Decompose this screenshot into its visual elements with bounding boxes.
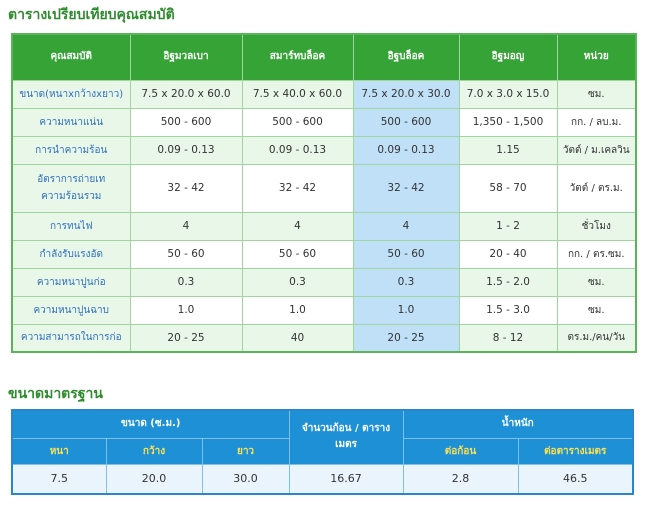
comparison-title: ตารางเปรียบเทียบคุณสมบัติ	[8, 7, 175, 23]
cell-value: 4	[352, 211, 460, 241]
cell-value: 32 - 42	[352, 163, 460, 213]
header-unit: หน่วย	[556, 33, 637, 81]
cell-value: 1.0	[352, 295, 460, 325]
row-label: ขนาด(หนาxกว้างxยาว)	[11, 79, 131, 109]
cell-value: 4	[129, 211, 243, 241]
cell-value: 500 - 600	[241, 107, 354, 137]
cell-value: 500 - 600	[352, 107, 460, 137]
cell-value: 0.3	[241, 267, 354, 297]
cell-weight-per-block: 2.8	[402, 463, 519, 495]
size-header: ขนาด (ซ.ม.)	[11, 409, 290, 439]
row-label: การนำความร้อน	[11, 135, 131, 165]
row-label: ความหนาปูนก่อ	[11, 267, 131, 297]
row-label: ความหนาปูนฉาบ	[11, 295, 131, 325]
cell-value: 20 - 25	[129, 323, 243, 353]
cell-unit: ซม.	[556, 295, 637, 325]
cell-value: 1.0	[241, 295, 354, 325]
header-aerated-block: อิฐมวลเบา	[129, 33, 243, 81]
subheader-per-sqm: ต่อตารางเมตร	[517, 437, 634, 465]
table-row: 7.5 20.0 30.0 16.67 2.8 46.5	[11, 463, 634, 495]
row-label: กำลังรับแรงอัด	[11, 239, 131, 269]
cell-value: 1 - 2	[458, 211, 558, 241]
header-clay-brick: อิฐมอญ	[458, 33, 558, 81]
cell-value: 50 - 60	[129, 239, 243, 269]
comparison-table: คุณสมบัติ อิฐมวลเบา สมาร์ทบล็อค อิฐบล็อค…	[11, 33, 637, 353]
cell-unit: วัตต์ / ตร.ม.	[556, 163, 637, 213]
standard-header-row: ขนาด (ซ.ม.) จำนวนก้อน / ตารางเมตร น้ำหนั…	[11, 409, 634, 465]
cell-unit: วัตต์ / ม.เคลวิน	[556, 135, 637, 165]
cell-value: 20 - 25	[352, 323, 460, 353]
cell-unit: ซม.	[556, 79, 637, 109]
header-smart-block: สมาร์ทบล็อค	[241, 33, 354, 81]
cell-value: 0.09 - 0.13	[352, 135, 460, 165]
cell-value: 4	[241, 211, 354, 241]
table-row: ขนาด(หนาxกว้างxยาว) 7.5 x 20.0 x 60.0 7.…	[11, 79, 637, 109]
table-row: ความสามารถในการก่อ 20 - 25 40 20 - 25 8 …	[11, 323, 637, 353]
subheader-per-block: ต่อก้อน	[402, 437, 519, 465]
cell-unit: กก. / ลบ.ม.	[556, 107, 637, 137]
cell-length: 30.0	[201, 463, 290, 495]
table-row: ความหนาปูนฉาบ 1.0 1.0 1.0 1.5 - 3.0 ซม.	[11, 295, 637, 325]
row-label: ความสามารถในการก่อ	[11, 323, 131, 353]
cell-value: 58 - 70	[458, 163, 558, 213]
subheader-width: กว้าง	[105, 437, 203, 465]
cell-unit: ชั่วโมง	[556, 211, 637, 241]
cell-width: 20.0	[105, 463, 203, 495]
cell-value: 1.0	[129, 295, 243, 325]
table-row: อัตราการถ่ายเทความร้อนรวม 32 - 42 32 - 4…	[11, 163, 637, 213]
cell-value: 0.09 - 0.13	[241, 135, 354, 165]
subheader-thickness: หนา	[11, 437, 107, 465]
cell-value: 0.09 - 0.13	[129, 135, 243, 165]
cell-value: 7.5 x 20.0 x 30.0	[352, 79, 460, 109]
cell-unit: ซม.	[556, 267, 637, 297]
cell-value: 50 - 60	[241, 239, 354, 269]
cell-value: 7.5 x 40.0 x 60.0	[241, 79, 354, 109]
cell-value: 1.5 - 2.0	[458, 267, 558, 297]
standard-size-title: ขนาดมาตรฐาน	[8, 386, 103, 402]
table-row: การทนไฟ 4 4 4 1 - 2 ชั่วโมง	[11, 211, 637, 241]
weight-header: น้ำหนัก	[402, 409, 634, 439]
cell-value: 0.3	[129, 267, 243, 297]
standard-size-table: ขนาด (ซ.ม.) จำนวนก้อน / ตารางเมตร น้ำหนั…	[11, 409, 634, 495]
cell-value: 50 - 60	[352, 239, 460, 269]
cell-thickness: 7.5	[11, 463, 107, 495]
cell-value: 7.5 x 20.0 x 60.0	[129, 79, 243, 109]
cell-value: 32 - 42	[129, 163, 243, 213]
table-row: ความหนาปูนก่อ 0.3 0.3 0.3 1.5 - 2.0 ซม.	[11, 267, 637, 297]
count-header: จำนวนก้อน / ตารางเมตร	[288, 409, 404, 465]
cell-unit: กก. / ตร.ซม.	[556, 239, 637, 269]
cell-value: 1.15	[458, 135, 558, 165]
standard-subheader-row: หนา กว้าง ยาว ต่อก้อน ต่อตารางเมตร	[11, 437, 634, 465]
row-label: อัตราการถ่ายเทความร้อนรวม	[11, 163, 131, 213]
table-row: กำลังรับแรงอัด 50 - 60 50 - 60 50 - 60 2…	[11, 239, 637, 269]
subheader-length: ยาว	[201, 437, 290, 465]
cell-value: 32 - 42	[241, 163, 354, 213]
cell-count: 16.67	[288, 463, 404, 495]
cell-value: 0.3	[352, 267, 460, 297]
table-row: ความหนาแน่น 500 - 600 500 - 600 500 - 60…	[11, 107, 637, 137]
cell-value: 8 - 12	[458, 323, 558, 353]
table-row: การนำความร้อน 0.09 - 0.13 0.09 - 0.13 0.…	[11, 135, 637, 165]
comparison-header-row: คุณสมบัติ อิฐมวลเบา สมาร์ทบล็อค อิฐบล็อค…	[11, 33, 637, 81]
row-label: ความหนาแน่น	[11, 107, 131, 137]
cell-value: 40	[241, 323, 354, 353]
cell-value: 500 - 600	[129, 107, 243, 137]
cell-value: 7.0 x 3.0 x 15.0	[458, 79, 558, 109]
cell-value: 1.5 - 3.0	[458, 295, 558, 325]
header-property: คุณสมบัติ	[11, 33, 131, 81]
cell-value: 1,350 - 1,500	[458, 107, 558, 137]
header-concrete-block: อิฐบล็อค	[352, 33, 460, 81]
cell-value: 20 - 40	[458, 239, 558, 269]
cell-weight-per-sqm: 46.5	[517, 463, 634, 495]
cell-unit: ตร.ม./คน/วัน	[556, 323, 637, 353]
row-label: การทนไฟ	[11, 211, 131, 241]
